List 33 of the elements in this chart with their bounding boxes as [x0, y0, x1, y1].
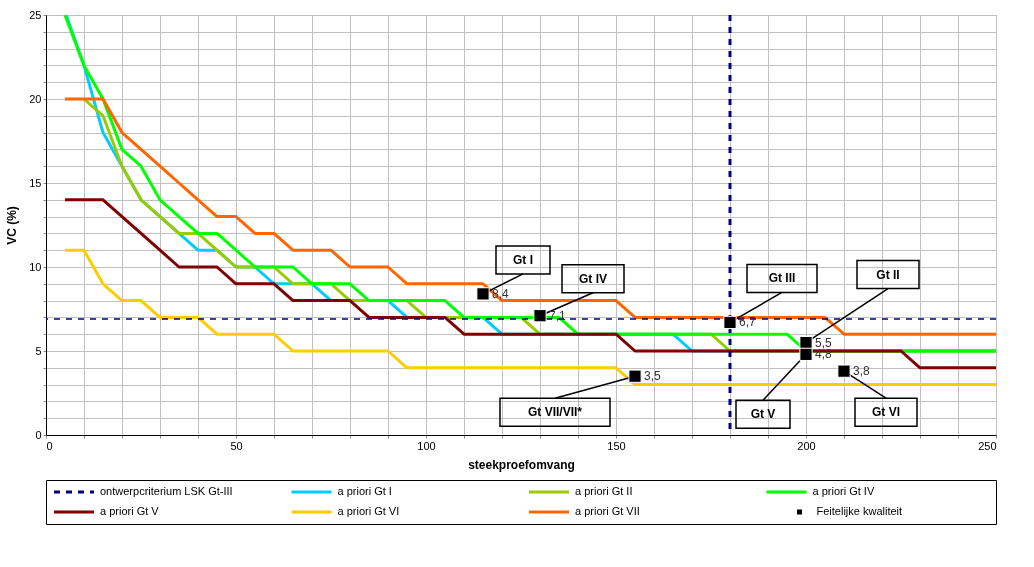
legend-label: Feitelijke kwaliteit	[816, 505, 903, 517]
annotation: Gt V	[750, 407, 776, 422]
y-tick-label: 20	[29, 92, 42, 105]
x-tick-label: 100	[417, 439, 436, 452]
data-label: 3,8	[853, 364, 871, 379]
legend-label: a priori Gt II	[575, 485, 633, 497]
legend-label: a priori Gt IV	[812, 485, 875, 497]
legend-label: a priori Gt VI	[337, 505, 400, 517]
y-tick-label: 15	[29, 176, 42, 189]
x-tick-label: 0	[46, 439, 53, 452]
y-tick-label: 10	[29, 260, 42, 273]
x-axis-title: steekproefomvang	[468, 457, 575, 472]
x-tick-label: 150	[607, 439, 626, 452]
data-label: 5,5	[815, 335, 833, 350]
y-axis-title: VC (%)	[5, 206, 20, 245]
legend-label: ontwerpcriterium LSK Gt-III	[100, 485, 233, 497]
x-tick-label: 250	[978, 439, 997, 452]
data-label: 6,7	[739, 315, 757, 330]
y-tick-label: 0	[35, 428, 42, 441]
legend-label: a priori Gt VII	[575, 505, 640, 517]
annotation: Gt IV	[578, 271, 608, 286]
x-tick-label: 200	[797, 439, 816, 452]
annotation: Gt VII/VII*	[527, 405, 583, 420]
y-tick-label: 5	[35, 344, 42, 357]
x-tick-label: 50	[230, 439, 243, 452]
annotation: Gt III	[768, 271, 796, 286]
legend-label: a priori Gt I	[337, 485, 392, 497]
legend-label: a priori Gt V	[100, 505, 160, 517]
annotation: Gt I	[513, 252, 533, 267]
annotation: Gt II	[876, 267, 900, 282]
annotation: Gt VI	[871, 405, 901, 420]
y-tick-label: 25	[29, 8, 42, 21]
data-label: 3,5	[644, 369, 662, 384]
